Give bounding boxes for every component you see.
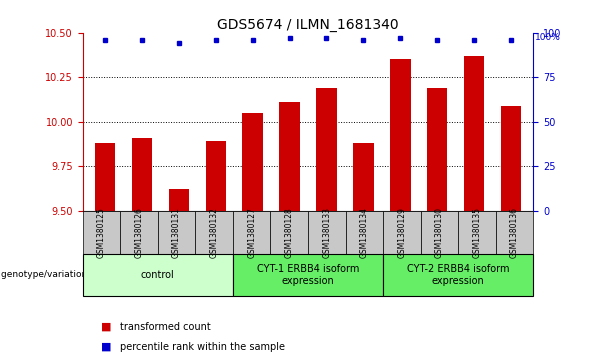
Text: GSM1380127: GSM1380127 [247,207,256,258]
Bar [353,143,373,211]
Bar [132,138,152,211]
Text: genotype/variation ▶: genotype/variation ▶ [1,270,97,280]
Bar [427,88,447,211]
Bar [205,141,226,211]
Bar [169,189,189,211]
Text: GSM1380129: GSM1380129 [397,207,406,258]
Bar [280,102,300,211]
Bar [390,59,411,211]
Bar [464,56,484,211]
Text: GSM1380131: GSM1380131 [172,207,181,258]
Text: GSM1380132: GSM1380132 [210,207,219,258]
Bar [243,113,263,211]
Text: GSM1380134: GSM1380134 [360,207,369,258]
Bar [316,88,337,211]
Text: transformed count: transformed count [120,322,210,332]
Text: GSM1380136: GSM1380136 [510,207,519,258]
Text: GSM1380126: GSM1380126 [135,207,143,258]
Text: GSM1380128: GSM1380128 [285,207,294,258]
Bar [95,143,115,211]
Text: percentile rank within the sample: percentile rank within the sample [120,342,284,352]
Bar [501,106,521,211]
Text: CYT-2 ERBB4 isoform
expression: CYT-2 ERBB4 isoform expression [407,264,509,286]
Text: GSM1380135: GSM1380135 [473,207,481,258]
Text: ■: ■ [101,342,112,352]
Text: ■: ■ [101,322,112,332]
Text: CYT-1 ERBB4 isoform
expression: CYT-1 ERBB4 isoform expression [257,264,359,286]
Text: GSM1380125: GSM1380125 [97,207,106,258]
Text: GSM1380133: GSM1380133 [322,207,331,258]
Title: GDS5674 / ILMN_1681340: GDS5674 / ILMN_1681340 [217,18,399,32]
Text: 100%: 100% [535,33,560,42]
Text: control: control [141,270,175,280]
Text: GSM1380130: GSM1380130 [435,207,444,258]
